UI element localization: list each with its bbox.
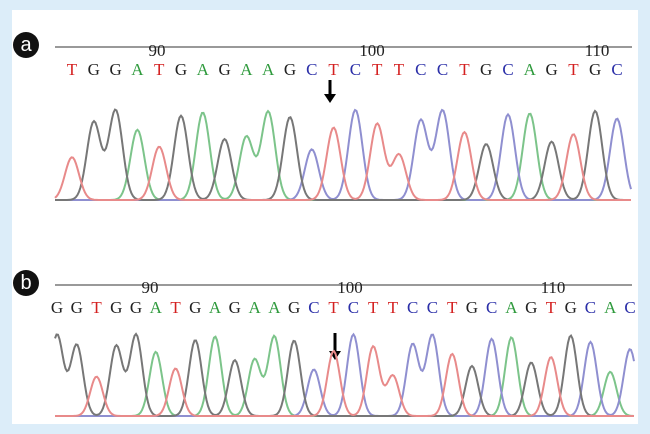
base-call: T [568,60,579,79]
base-call: A [505,298,518,317]
base-call: G [480,60,492,79]
position-number: 100 [359,41,385,60]
base-call: T [328,60,339,79]
base-call: C [486,298,497,317]
base-call: T [67,60,78,79]
base-call: C [415,60,426,79]
base-call: G [51,298,63,317]
position-number: 110 [585,41,610,60]
trace [55,108,631,201]
base-call: A [248,298,261,317]
trace [54,332,634,417]
base-call: C [427,298,438,317]
base-call: A [262,60,275,79]
base-call: T [546,298,557,317]
base-call: C [502,60,513,79]
base-call: G [466,298,478,317]
base-call: A [524,60,537,79]
position-number: 110 [541,278,566,297]
base-call: T [328,298,339,317]
base-call: G [525,298,537,317]
base-call: G [229,298,241,317]
base-call: T [447,298,458,317]
base-call: C [407,298,418,317]
position-number: 90 [142,278,159,297]
base-call: G [175,60,187,79]
base-call: C [437,60,448,79]
base-call: C [624,298,635,317]
base-call: C [585,298,596,317]
base-call: T [394,60,405,79]
base-call: G [130,298,142,317]
base-call: A [197,60,210,79]
base-call: A [209,298,222,317]
base-call: G [545,60,557,79]
base-call: T [372,60,383,79]
panel-background [12,10,638,424]
trace [54,121,631,201]
base-call: A [150,298,163,317]
base-call: G [88,60,100,79]
base-call: A [604,298,617,317]
base-call: A [268,298,281,317]
base-call: G [109,60,121,79]
panel-label: b [20,272,31,294]
base-call: T [170,298,181,317]
base-call: C [611,60,622,79]
base-call: G [71,298,83,317]
panel-badge [13,32,39,58]
base-call: T [91,298,102,317]
position-number: 100 [337,278,363,297]
panel-label: a [20,34,32,56]
base-call: T [368,298,379,317]
base-call: G [218,60,230,79]
base-call: G [589,60,601,79]
base-call: C [348,298,359,317]
base-call: G [288,298,300,317]
base-call: T [459,60,470,79]
trace [55,344,634,417]
base-call: G [189,298,201,317]
base-call: A [131,60,144,79]
base-call: G [110,298,122,317]
base-call: T [388,298,399,317]
base-call: C [350,60,361,79]
base-call: T [154,60,165,79]
base-call: C [308,298,319,317]
base-call: G [284,60,296,79]
arrow-head [324,94,336,103]
panel-badge [13,270,39,296]
position-number: 90 [149,41,166,60]
base-call: G [565,298,577,317]
base-call: A [240,60,253,79]
base-call: C [306,60,317,79]
